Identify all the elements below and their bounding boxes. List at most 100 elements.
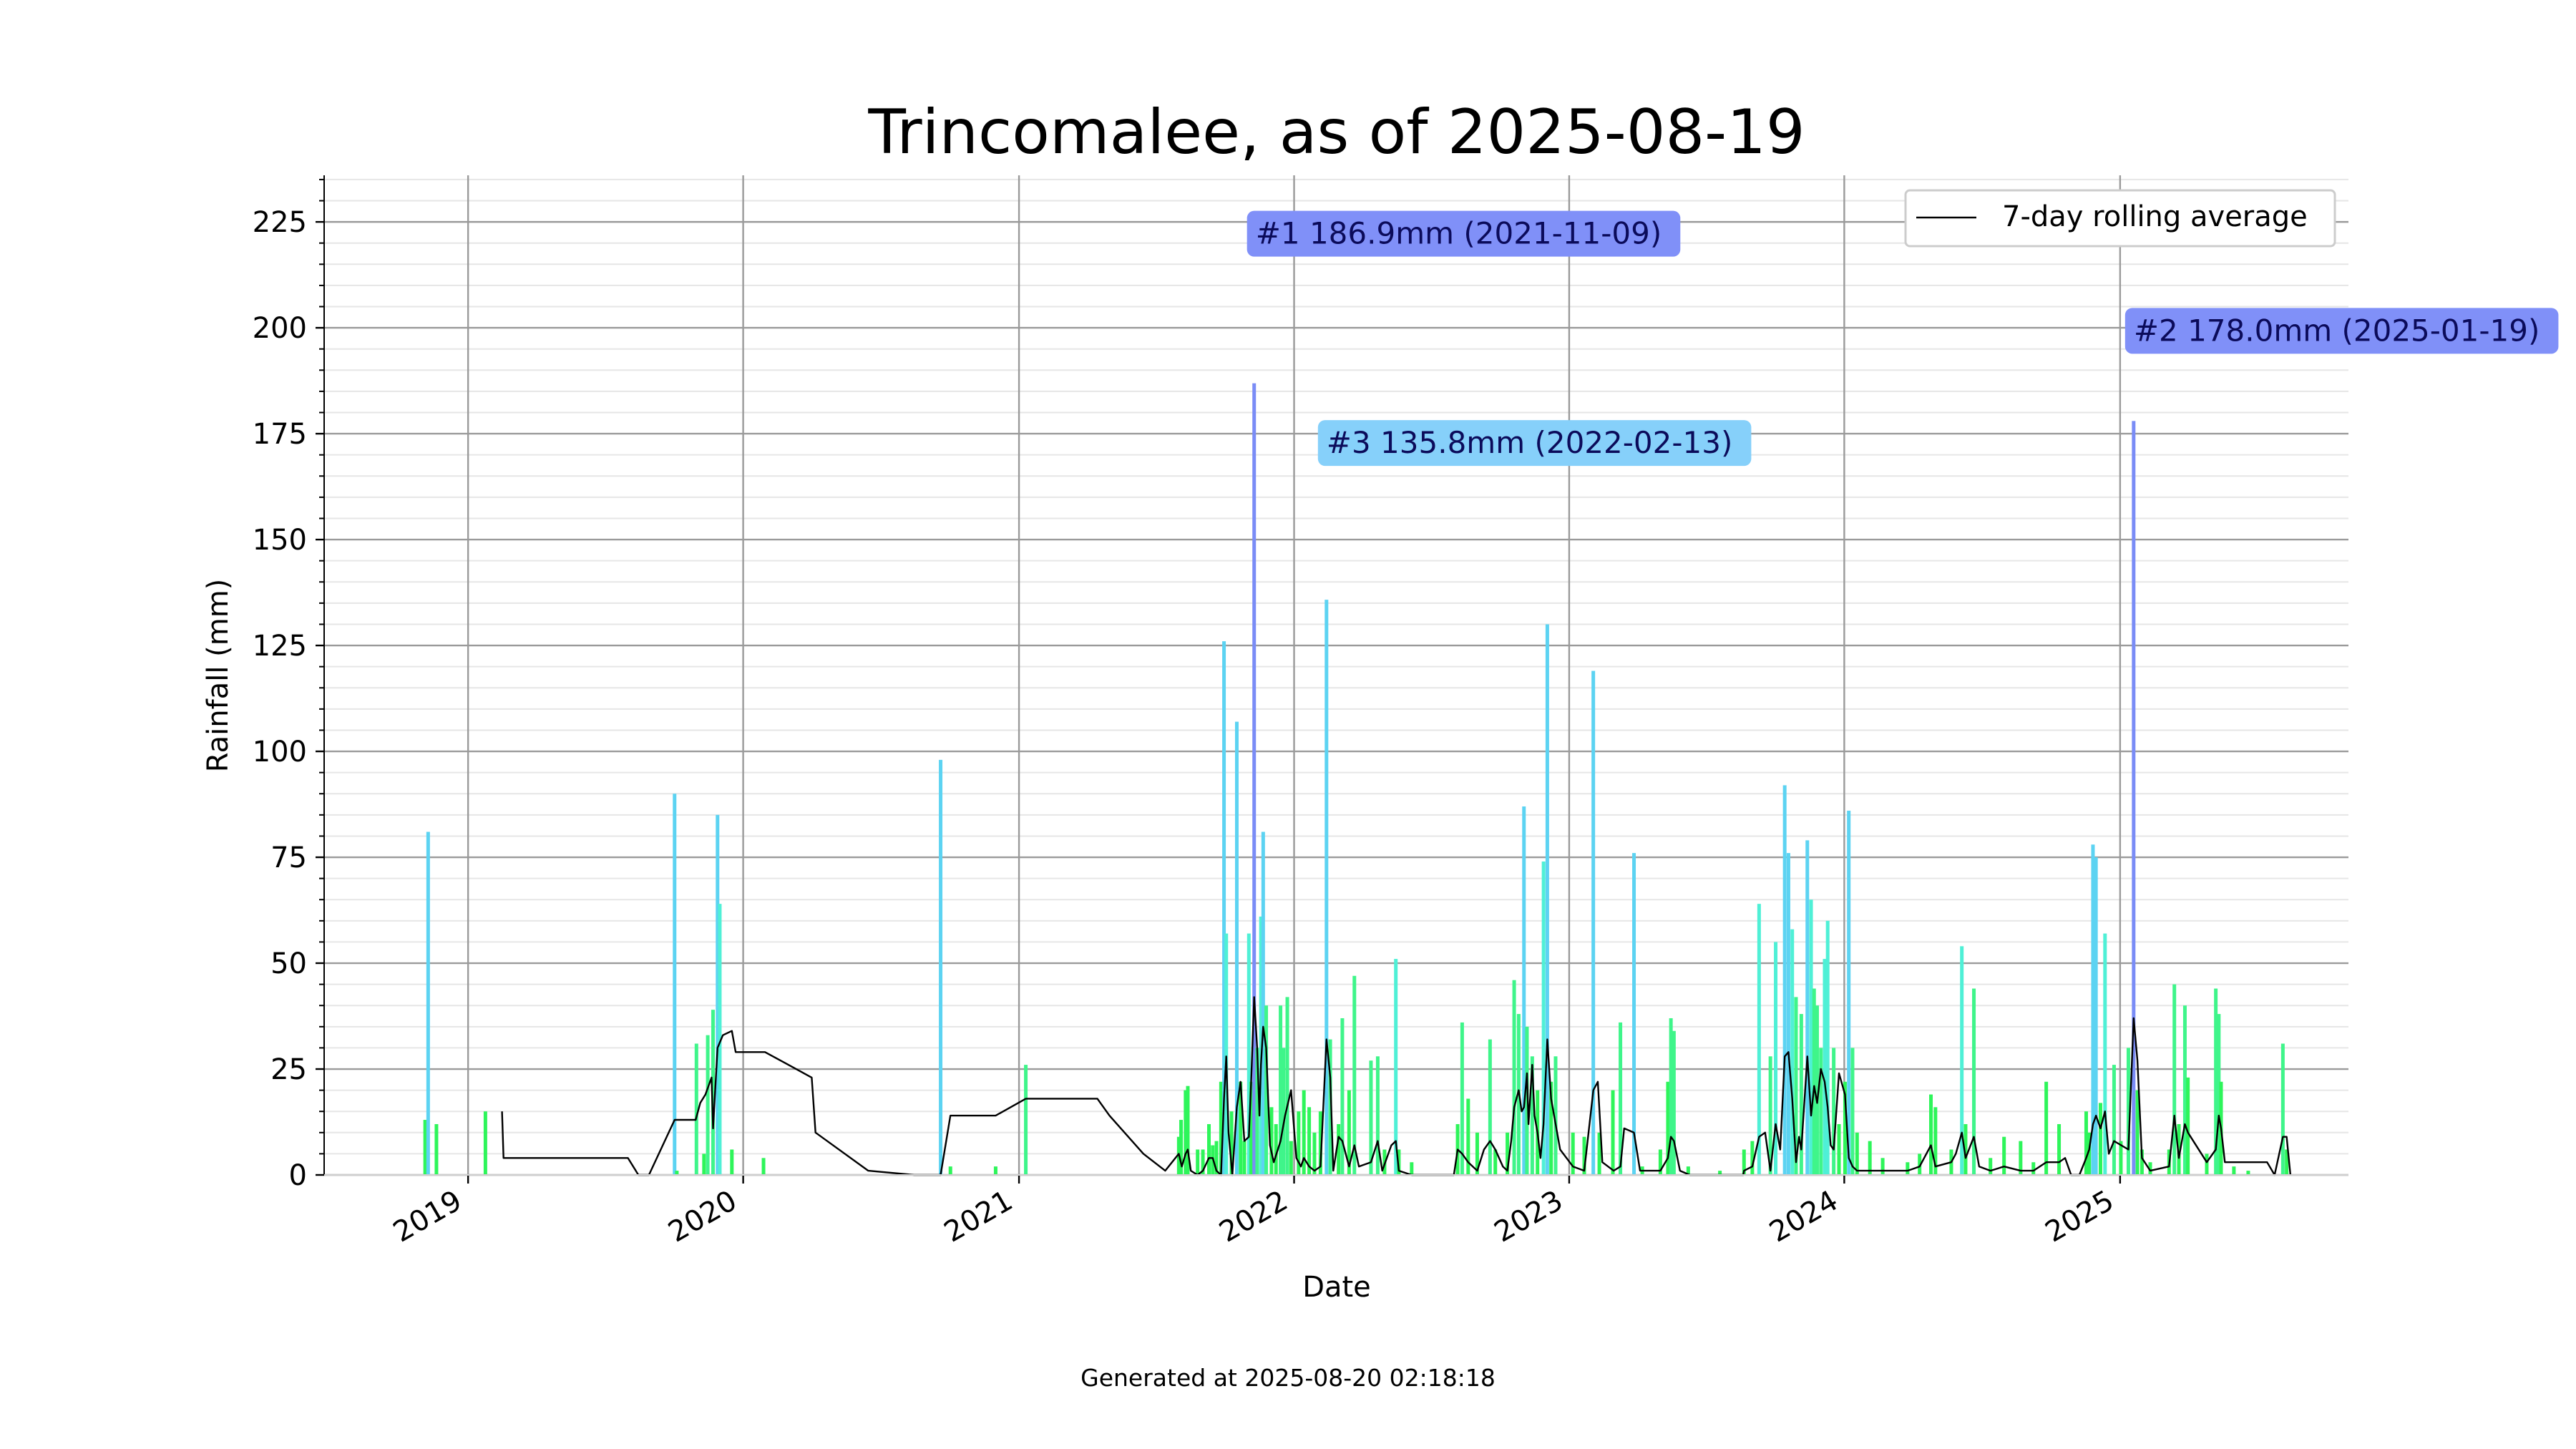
rainfall-bar: [2246, 1171, 2250, 1175]
rainfall-bar: [948, 1166, 952, 1175]
rainfall-bar: [2119, 1141, 2123, 1175]
rainfall-bar: [1312, 1132, 1317, 1175]
rainfall-bar: [1658, 1149, 1662, 1175]
rolling-average-line: [501, 996, 2292, 1176]
rainfall-bar: [2214, 988, 2218, 1175]
rainfall-bar: [1249, 1081, 1253, 1175]
rainfall-bar: [1619, 1022, 1623, 1175]
rainfall-bar: [1279, 1005, 1283, 1175]
rainfall-bar: [1239, 1081, 1243, 1175]
y-tick-label: 225: [253, 206, 307, 239]
rainfall-bar: [702, 1153, 706, 1175]
rainfall-bar: [1819, 1048, 1823, 1175]
rainfall-bar: [1179, 1120, 1184, 1175]
rainfall-bar: [1933, 1107, 1938, 1175]
annotation-label: #1 186.9mm (2021-11-09): [1256, 216, 1662, 251]
rainfall-bar: [1347, 1090, 1351, 1175]
rainfall-bar: [1207, 1123, 1211, 1175]
rainfall-bar: [1506, 1132, 1510, 1175]
rainfall-bar: [761, 1158, 766, 1175]
rainfall-bar: [2084, 1111, 2088, 1175]
rainfall-bar: [2044, 1081, 2049, 1175]
rainfall-bar: [1868, 1141, 1872, 1175]
rainfall-bar: [730, 1149, 734, 1175]
rainfall-bar: [1282, 1048, 1286, 1175]
rainfall-bar: [1855, 1132, 1859, 1175]
rainfall-bar: [1234, 721, 1239, 1175]
y-tick-label: 100: [253, 736, 307, 769]
chart-title: Trincomalee, as of 2025-08-19: [867, 97, 1805, 168]
rainfall-bar: [2205, 1153, 2209, 1175]
rainfall-bar: [2103, 933, 2107, 1175]
rainfall-bar: [1324, 600, 1329, 1175]
rainfall-bar: [2087, 1132, 2092, 1175]
rainfall-bar: [1790, 929, 1795, 1175]
rainfall-bar: [1340, 1018, 1345, 1175]
rainfall-bar: [1582, 1136, 1586, 1175]
x-tick-label: 2019: [388, 1184, 467, 1249]
rainfall-bar: [1850, 1048, 1855, 1175]
rainfall-bar: [426, 831, 430, 1175]
rainfall-bar: [2182, 1005, 2187, 1175]
rainfall-bar: [1289, 1141, 1293, 1175]
rainfall-bar: [2057, 1123, 2062, 1175]
rainfall-bar: [1549, 1081, 1553, 1175]
rainfall-bar: [1786, 853, 1790, 1175]
x-tick-label: 2023: [1489, 1184, 1568, 1249]
rainfall-bar: [1632, 853, 1636, 1175]
rainfall-bar: [1591, 670, 1596, 1175]
rainfall-bar: [2031, 1162, 2036, 1175]
rainfall-bar: [1219, 1081, 1223, 1175]
rainfall-bar: [1024, 1065, 1028, 1175]
rainfall-bar: [1229, 1111, 1234, 1175]
rainfall-bar: [2172, 984, 2177, 1175]
rainfall-bar: [2177, 1123, 2181, 1175]
rainfall-bar: [2140, 1149, 2144, 1175]
rainfall-bar: [1307, 1107, 1312, 1175]
y-axis-label: Rainfall (mm): [202, 579, 235, 773]
rainfall-bar: [1906, 1162, 1910, 1175]
rainfall-bar: [2126, 1048, 2130, 1175]
y-tick-label: 75: [270, 841, 307, 874]
rainfall-bar: [1274, 1123, 1278, 1175]
rainfall-bar: [1318, 1111, 1322, 1175]
rainfall-bar: [2112, 1065, 2116, 1175]
rainfall-bar: [1264, 1005, 1269, 1175]
generated-timestamp: Generated at 2025-08-20 02:18:18: [1080, 1364, 1496, 1392]
rainfall-bar: [1186, 1085, 1190, 1175]
rainfall-bar: [1466, 1098, 1470, 1175]
rainfall-bar: [1410, 1162, 1414, 1175]
rainfall-bar: [1493, 1149, 1498, 1175]
rainfall-bar: [2094, 857, 2098, 1175]
rainfall-bar: [1475, 1132, 1479, 1175]
rainfall-bar: [2019, 1141, 2023, 1175]
rainfall-bar: [1460, 1022, 1464, 1175]
rainfall-bar: [694, 1043, 698, 1175]
rainfall-bar: [1488, 1039, 1492, 1175]
rainfall-bar: [1545, 624, 1549, 1175]
rainfall-bar: [1337, 1123, 1341, 1175]
rainfall-bar: [1918, 1153, 1922, 1175]
rainfall-bars: [423, 383, 2289, 1176]
rainfall-bar: [1297, 1111, 1301, 1175]
y-tick-label: 50: [270, 947, 307, 980]
rainfall-bar: [2002, 1136, 2006, 1175]
legend-box: [1904, 189, 2336, 248]
y-tick-label: 200: [253, 312, 307, 345]
rainfall-bar: [711, 1010, 715, 1175]
rainfall-bar: [1553, 1056, 1558, 1175]
rainfall-bar: [1669, 1018, 1673, 1175]
rainfall-bar: [1512, 980, 1516, 1175]
rainfall-bar: [2217, 1014, 2221, 1175]
rainfall-bar: [1812, 988, 1816, 1175]
grid-layer: [324, 175, 2348, 1176]
rainfall-bar: [1597, 1132, 1601, 1175]
rainfall-bar: [1809, 899, 1813, 1175]
annotations-layer: #1 186.9mm (2021-11-09) #2 178.0mm (2025-…: [1246, 210, 2559, 467]
rainfall-bar: [1686, 1166, 1690, 1175]
rainfall-bar: [1794, 997, 1798, 1175]
rainfall-bar: [2135, 1090, 2140, 1175]
rainfall-bar: [1196, 1149, 1200, 1175]
rainfall-bar: [1522, 806, 1526, 1175]
rainfall-bar: [1328, 1039, 1332, 1175]
